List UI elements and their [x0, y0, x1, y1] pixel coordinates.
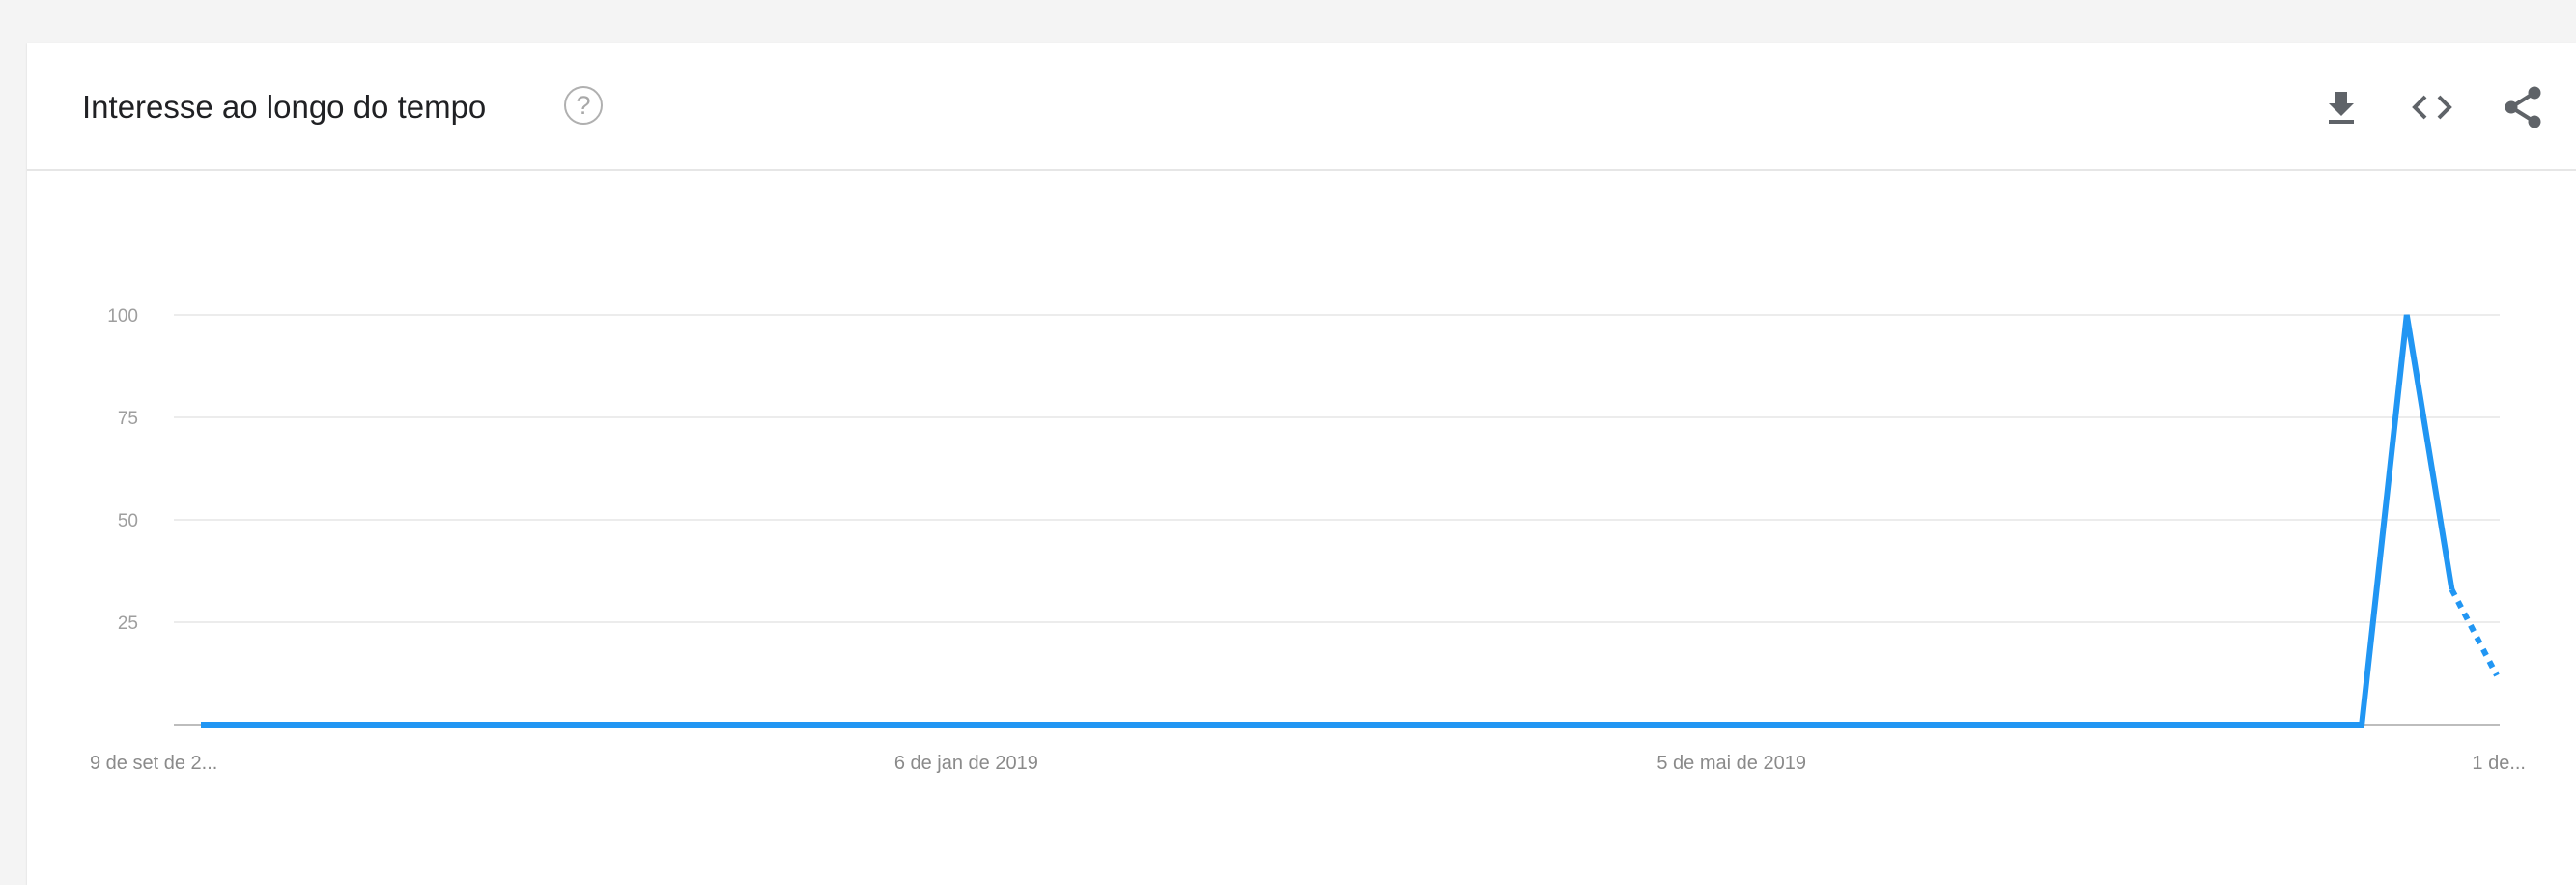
series-line: [201, 314, 2455, 728]
download-icon: [2329, 92, 2354, 124]
embed-code-icon: [2412, 95, 2452, 120]
embed-button[interactable]: [2403, 83, 2461, 131]
x-tick-label: 5 de mai de 2019: [1656, 753, 1806, 774]
card-title: Interesse ao longo do tempo: [82, 89, 487, 125]
x-tick-label: 6 de jan de 2019: [894, 753, 1038, 774]
interest-over-time-card: Interesse ao longo do tempo ?: [27, 43, 2576, 885]
x-tick-label: 9 de set de 2...: [90, 753, 217, 774]
download-button[interactable]: [2312, 83, 2370, 131]
line-chart: 25 50 75 100 9 de set de 2... 6 de jan de 201…: [90, 306, 2526, 774]
x-tick-label: 1 de...: [2472, 753, 2526, 774]
help-icon[interactable]: ?: [564, 86, 603, 125]
card-header: Interesse ao longo do tempo ?: [27, 43, 2576, 171]
series-partial-line: [2449, 587, 2500, 677]
share-icon: [2505, 86, 2541, 128]
y-tick-label: 100: [107, 306, 138, 327]
y-tick-label: 25: [118, 614, 138, 634]
y-tick-label: 75: [118, 409, 138, 429]
y-tick-label: 50: [118, 511, 138, 531]
share-button[interactable]: [2494, 83, 2552, 131]
